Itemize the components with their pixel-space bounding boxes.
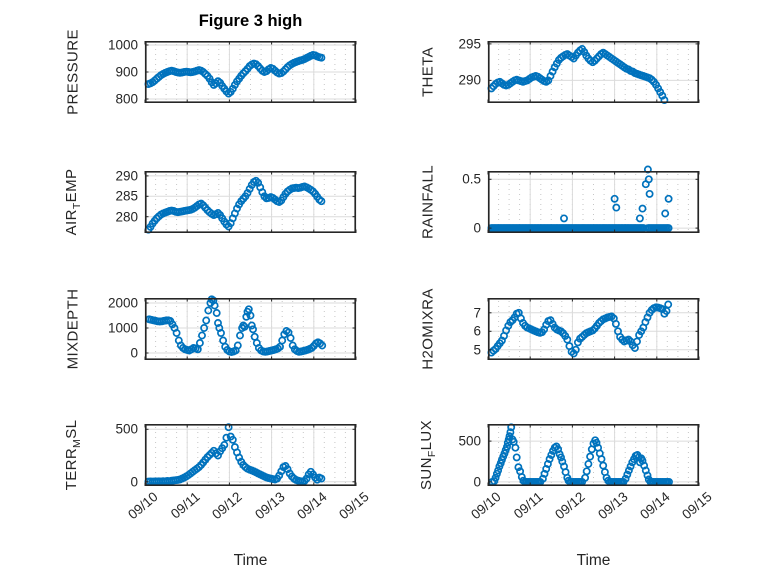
y-tick-label: 5 xyxy=(473,342,481,358)
x-tick-label: 09/13 xyxy=(251,489,288,523)
plot-area-sun-flux xyxy=(487,423,700,487)
x-tick-label: 09/10 xyxy=(468,489,504,523)
y-tick-label: 280 xyxy=(115,209,138,225)
y-tick-label: 7 xyxy=(473,305,481,321)
y-tick-label: 290 xyxy=(458,72,481,88)
x-tick-label: 09/12 xyxy=(209,489,246,523)
x-tick-label: 09/12 xyxy=(552,489,589,523)
subplot-sun-flux: SUNFLUX Time 0 500 09/10 09/11 09/12 09/13 09/… xyxy=(418,420,715,569)
x-tick-label: 09/13 xyxy=(594,489,631,523)
y-tick-label: 285 xyxy=(115,188,138,204)
plot-area-air-temp xyxy=(144,171,357,234)
x-tick-label: 09/15 xyxy=(679,489,715,523)
figure-title: Figure 3 high xyxy=(198,12,303,30)
subplot-pressure: PRESSURE 800 900 1000 xyxy=(65,29,357,115)
y-tick-label: 500 xyxy=(458,433,481,449)
y-axis-label-sun-flux: SUNFLUX xyxy=(418,419,438,491)
subplot-h2omixra: H2OMIXRA 5 6 7 xyxy=(420,288,700,370)
x-tick-label: 09/14 xyxy=(293,489,330,523)
y-tick-label: 800 xyxy=(115,91,138,107)
y-axis-label-air-temp: AIRTEMP xyxy=(63,168,83,236)
y-tick-label: 0 xyxy=(473,220,481,236)
y-tick-label: 295 xyxy=(458,36,481,52)
y-tick-label: 2000 xyxy=(107,295,138,311)
y-tick-label: 1000 xyxy=(107,37,138,53)
x-axis-title: Time xyxy=(576,552,611,569)
y-axis-label-rainfall: RAINFALL xyxy=(419,164,437,240)
x-axis-title: Time xyxy=(233,552,268,569)
y-tick-label: 6 xyxy=(473,323,481,339)
y-axis-label-h2omixra: H2OMIXRA xyxy=(419,288,437,370)
x-tick-label: 09/15 xyxy=(336,489,372,523)
subplot-terr-msl: TERRMSL Time 0 500 09/10 09/11 09/12 09/13 09/… xyxy=(63,420,372,569)
y-tick-label: 0 xyxy=(473,474,481,490)
plot-area-pressure xyxy=(144,41,357,104)
x-tick-label: 09/11 xyxy=(168,489,203,522)
subplot-mixdepth: MIXDEPTH 0 1000 2000 xyxy=(65,289,357,369)
y-tick-label: 290 xyxy=(115,168,138,184)
plot-area-h2omixra xyxy=(487,298,700,361)
y-tick-label: 0.5 xyxy=(462,171,481,187)
subplot-theta: THETA 290 295 xyxy=(420,36,700,105)
plot-area-mixdepth xyxy=(144,295,357,361)
plot-area-rainfall xyxy=(487,165,700,234)
y-axis-label-mixdepth: MIXDEPTH xyxy=(64,288,82,370)
subplot-air-temp: AIRTEMP 280 285 290 xyxy=(63,168,357,235)
y-tick-label: 1000 xyxy=(107,320,138,336)
subplot-rainfall: RAINFALL 0 0.5 xyxy=(420,165,700,239)
y-axis-label-pressure: PRESSURE xyxy=(64,29,82,115)
y-axis-label-terr-msl: TERRMSL xyxy=(63,419,83,491)
y-tick-label: 0 xyxy=(130,345,138,361)
y-axis-label-theta: THETA xyxy=(419,46,437,98)
y-tick-label: 500 xyxy=(115,421,138,437)
plot-area-terr-msl xyxy=(144,423,357,487)
plot-area-theta xyxy=(487,41,700,105)
y-tick-label: 900 xyxy=(115,64,138,80)
x-tick-label: 09/10 xyxy=(125,489,161,523)
x-tick-label: 09/11 xyxy=(511,489,546,522)
y-tick-label: 0 xyxy=(130,474,138,490)
x-tick-label: 09/14 xyxy=(636,489,673,523)
